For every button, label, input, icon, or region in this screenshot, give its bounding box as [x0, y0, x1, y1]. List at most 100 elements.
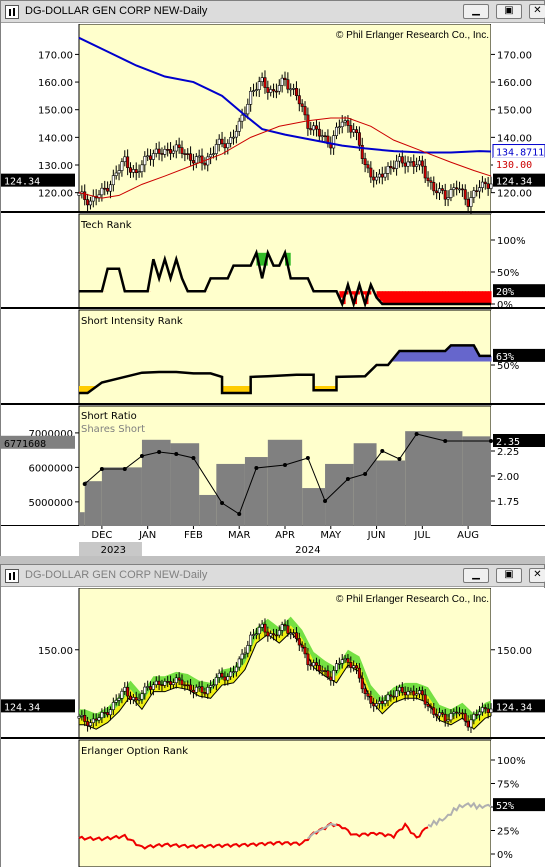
candle-body: [143, 686, 147, 695]
candle-body: [254, 633, 258, 636]
titlebar-1[interactable]: DG-DOLLAR GEN CORP NEW-Daily ▁ ▣ ✕: [1, 1, 545, 23]
tech-rank-title: Tech Rank: [80, 220, 132, 231]
restore-button[interactable]: ▣: [496, 568, 522, 583]
short-intensity-high-fill: [450, 345, 455, 362]
candle-body: [180, 147, 184, 154]
short-intensity-high-fill: [396, 352, 400, 362]
candle-body: [375, 176, 379, 181]
secondary-chart-area[interactable]: 150.00 150.00 © Phil Erlanger Research Co.…: [1, 588, 545, 867]
candle-body: [183, 684, 187, 687]
candle-body: [317, 665, 321, 672]
candle-body: [80, 714, 84, 717]
short-intensity-high-fill: [465, 345, 469, 362]
candle-body: [83, 714, 87, 722]
candle-body: [229, 671, 233, 677]
candle-body: [440, 712, 444, 715]
option-rank-line: [78, 821, 429, 850]
copyright-label: © Phil Erlanger Research Co., Inc.: [336, 30, 489, 41]
candle-body: [223, 676, 227, 681]
price-tick-label-left: 150.00: [38, 646, 73, 657]
candle-body: [472, 190, 476, 198]
candle-body: [77, 192, 81, 196]
candle-body: [86, 199, 90, 206]
candle-body: [123, 687, 127, 692]
titlebar-2[interactable]: DG-DOLLAR GEN CORP NEW-Daily ▁ ▣ ✕: [1, 565, 545, 587]
window-title-2: DG-DOLLAR GEN CORP NEW-Daily: [25, 569, 208, 581]
candle-body: [375, 703, 379, 707]
minimize-button[interactable]: ▁: [463, 4, 489, 19]
candle-body: [160, 684, 164, 686]
close-icon: ✕: [533, 569, 542, 580]
candle-body: [174, 677, 178, 684]
close-button[interactable]: ✕: [529, 568, 545, 583]
candle-body: [478, 187, 482, 192]
candle-body: [392, 695, 396, 698]
candle-body: [389, 694, 393, 697]
candle-body: [209, 154, 213, 158]
shares-short-tick-label: 5000000: [28, 498, 73, 509]
short-intensity-high-fill: [413, 351, 418, 362]
candle-body: [303, 646, 307, 655]
candle-body: [286, 625, 290, 634]
chart-window-1: DG-DOLLAR GEN CORP NEW-Daily ▁ ▣ ✕ 120.0…: [0, 0, 545, 556]
candle-body: [194, 156, 198, 164]
short-ratio-point: [323, 499, 328, 503]
candle-body: [406, 161, 410, 167]
candle-body: [475, 190, 479, 192]
short-intensity-high-fill: [462, 345, 466, 362]
candle-body: [357, 667, 361, 679]
candle-body: [309, 664, 313, 667]
short-intensity-low-fill: [84, 386, 89, 393]
tech-rank-fill: [459, 291, 463, 305]
candle-body: [466, 720, 470, 728]
minimize-button[interactable]: ▁: [463, 568, 489, 583]
candle-body: [186, 684, 190, 687]
tech-rank-fill: [476, 291, 481, 305]
tech-rank-fill: [399, 291, 403, 305]
candle-body: [435, 190, 439, 194]
shares-short-bar: [84, 481, 102, 526]
candle-body: [432, 707, 436, 715]
candle-body: [177, 144, 181, 148]
candle-body: [443, 713, 447, 722]
candle-body: [123, 156, 127, 163]
candle-body: [458, 188, 462, 191]
short-intensity-high-fill: [425, 351, 429, 362]
tech-rank-fill: [393, 291, 398, 305]
candle-body: [463, 189, 467, 200]
candle-body: [334, 663, 338, 671]
tech-rank-fill: [439, 291, 443, 305]
candle-body: [309, 128, 313, 131]
tech-rank-fill: [442, 291, 446, 305]
short-intensity-high-fill: [485, 355, 489, 362]
candle-body: [108, 709, 112, 716]
chart-app-icon[interactable]: [5, 569, 19, 583]
ma-long-value: 134.8711: [496, 148, 544, 159]
main-chart-area[interactable]: 120.00 120.00 130.00 130.00 140.00 140.00 150.…: [1, 24, 545, 556]
candle-body: [232, 671, 236, 673]
tech-rank-fill: [388, 291, 392, 305]
tech-rank-fill: [422, 291, 426, 305]
price-tick-label-left: 170.00: [38, 50, 73, 61]
chart-app-icon[interactable]: [5, 5, 19, 19]
short-intensity-high-fill: [453, 345, 458, 362]
candle-body: [126, 687, 130, 697]
tech-rank-fill: [428, 291, 432, 305]
candle-body: [437, 712, 441, 717]
tech-rank-fill: [433, 291, 438, 305]
restore-button[interactable]: ▣: [496, 4, 522, 19]
short-ratio-current: 2.35: [496, 437, 520, 448]
candle-body: [369, 167, 373, 178]
price-tick-label-right: 160.00: [497, 78, 532, 89]
short-intensity-low-fill: [330, 386, 335, 391]
candle-body: [395, 690, 399, 698]
short-intensity-current-box: [493, 348, 545, 362]
close-button[interactable]: ✕: [529, 4, 545, 19]
candle-body: [486, 708, 490, 713]
candle-body: [449, 713, 453, 721]
candle-body: [280, 77, 284, 86]
candle-body: [283, 624, 287, 627]
last-price-right-box: [493, 173, 545, 187]
price-tick-label-right: 140.00: [497, 133, 532, 144]
candle-body: [303, 106, 307, 116]
